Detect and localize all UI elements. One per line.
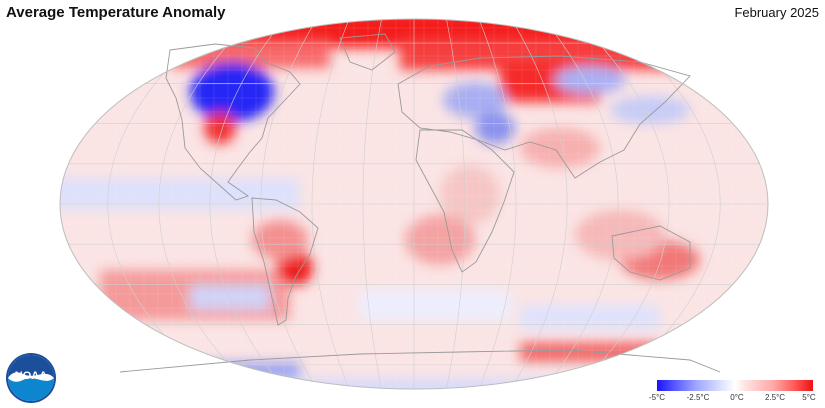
map-date: February 2025 (734, 5, 819, 20)
color-legend: -5°C -2.5°C 0°C 2.5°C 5°C (649, 380, 816, 404)
north-america-outline (165, 43, 301, 201)
australia-outline (611, 225, 691, 281)
legend-tick-min: -5°C (648, 393, 666, 402)
legend-color-bar (657, 380, 813, 391)
noaa-logo: NOAA (6, 353, 56, 403)
legend-tick-pos: 2.5°C (764, 393, 786, 402)
map-title: Average Temperature Anomaly (6, 4, 226, 21)
south-america-outline (251, 197, 319, 326)
coastlines (119, 33, 721, 373)
greenland-outline (339, 33, 396, 71)
legend-tick-neg: -2.5°C (686, 393, 710, 402)
legend-tick-zero: 0°C (730, 393, 744, 402)
antarctica-outline (119, 349, 721, 373)
legend-tick-max: 5°C (802, 393, 816, 402)
africa-outline (415, 129, 515, 273)
europe-asia-outline (397, 55, 691, 179)
globe-border (59, 18, 769, 390)
noaa-logo-text: NOAA (15, 370, 47, 382)
